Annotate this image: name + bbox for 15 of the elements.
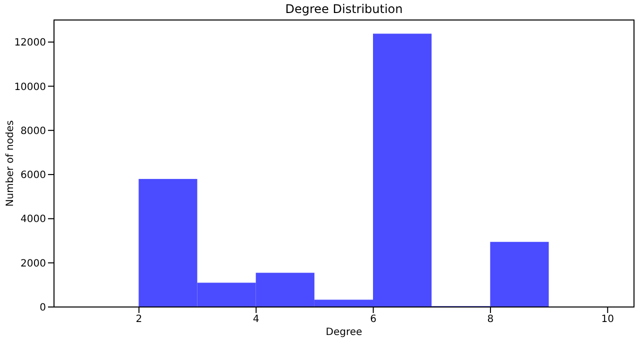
y-tick-label: 6000: [20, 170, 46, 182]
y-tick-label: 4000: [20, 214, 46, 226]
y-axis-title: Number of nodes: [5, 120, 16, 207]
chart-title: Degree Distribution: [284, 2, 404, 16]
y-tick-label: 2000: [20, 258, 46, 270]
x-tick-label: 8: [487, 314, 494, 326]
x-tick-label: 10: [601, 314, 614, 326]
x-axis-title: Degree: [326, 327, 362, 338]
y-tick-label: 0: [40, 302, 46, 314]
y-tick-label: 12000: [14, 38, 46, 49]
x-tick-label: 2: [136, 314, 142, 326]
x-tick-label: 4: [252, 314, 260, 326]
y-tick-label: 8000: [20, 126, 46, 137]
y-tick-label: 10000: [14, 82, 46, 93]
x-tick-label: 6: [370, 314, 376, 326]
